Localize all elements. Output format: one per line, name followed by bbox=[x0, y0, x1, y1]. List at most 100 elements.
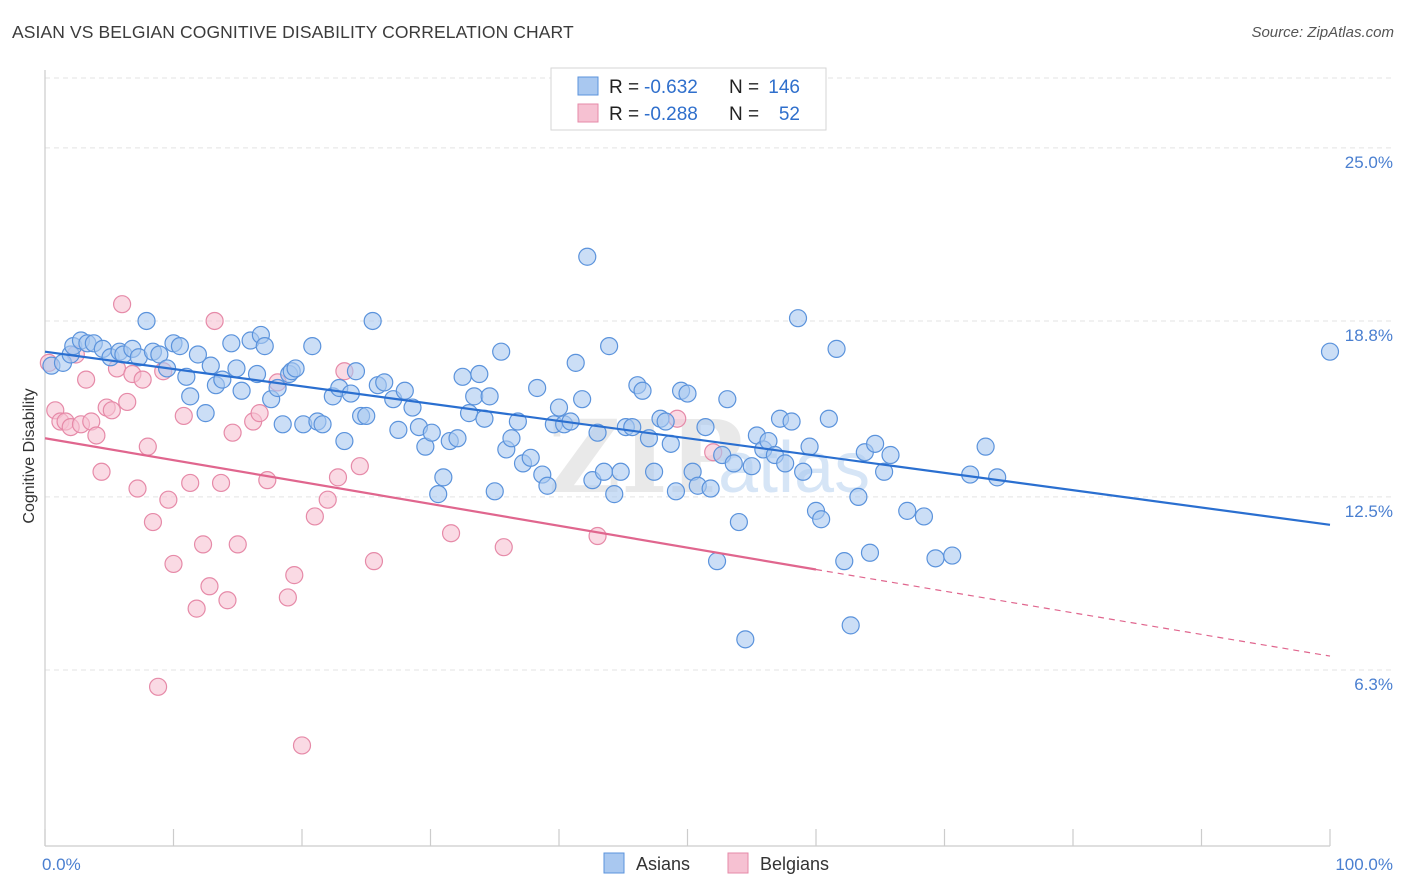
asian-point bbox=[898, 501, 917, 520]
asian-point bbox=[137, 311, 156, 331]
source-credit: Source: ZipAtlas.com bbox=[1251, 24, 1394, 41]
asian-point bbox=[470, 364, 489, 384]
asian-point bbox=[729, 512, 749, 532]
asian-point bbox=[201, 356, 220, 375]
belgian-point bbox=[148, 677, 168, 696]
belgian-point bbox=[143, 512, 163, 532]
asian-point bbox=[170, 337, 190, 356]
asian-point bbox=[666, 482, 686, 501]
asian-point bbox=[782, 412, 801, 431]
asian-point bbox=[600, 337, 619, 356]
asian-point bbox=[812, 510, 831, 529]
bottom-legend-label-asians: Asians bbox=[636, 854, 690, 874]
asian-point bbox=[375, 373, 394, 392]
asian-point bbox=[841, 616, 860, 635]
asian-point bbox=[943, 546, 962, 565]
asian-point bbox=[875, 462, 894, 481]
belgian-point bbox=[159, 490, 178, 509]
asian-point bbox=[177, 367, 196, 386]
bottom-legend-swatch-asians bbox=[603, 852, 625, 874]
chart-title: ASIAN VS BELGIAN COGNITIVE DISABILITY CO… bbox=[12, 22, 574, 42]
belgian-point bbox=[128, 479, 147, 498]
axes bbox=[44, 70, 1331, 847]
asian-point bbox=[860, 543, 880, 562]
asian-point bbox=[976, 437, 995, 456]
belgian-point bbox=[211, 473, 231, 493]
belgian-point bbox=[441, 524, 461, 543]
bottom-legend-swatch-belgians bbox=[727, 852, 749, 874]
asian-point bbox=[357, 406, 376, 426]
legend-box: R = -0.632 N = 146 R = -0.288 N = 52 bbox=[550, 67, 827, 131]
belgian-point bbox=[205, 311, 224, 331]
asian-point bbox=[644, 462, 664, 481]
asian-point bbox=[346, 362, 366, 381]
legend-r-value-asians: -0.632 bbox=[644, 77, 698, 98]
belgian-point bbox=[87, 426, 106, 445]
trend-lines bbox=[44, 350, 1331, 657]
belgian-point bbox=[292, 736, 312, 755]
asian-point bbox=[776, 454, 795, 473]
asian-point bbox=[926, 549, 945, 568]
belgian-point bbox=[102, 401, 121, 420]
belgian-point bbox=[138, 437, 157, 456]
asian-point bbox=[188, 345, 208, 364]
belgian-point bbox=[250, 404, 269, 423]
legend-r-value-belgians: -0.288 bbox=[644, 104, 698, 125]
asian-point bbox=[914, 507, 934, 526]
asian-point bbox=[656, 412, 675, 431]
asian-point bbox=[736, 630, 755, 649]
asian-point bbox=[578, 247, 597, 266]
y-tick-label: 12.5% bbox=[1345, 502, 1393, 521]
belgian-point bbox=[350, 457, 369, 476]
asian-point bbox=[389, 420, 408, 439]
asian-point bbox=[247, 364, 267, 384]
x-tick-label-max: 100.0% bbox=[1335, 855, 1393, 874]
legend-r-label-asians: R = bbox=[609, 77, 639, 98]
gridlines bbox=[45, 77, 1392, 671]
belgian-point bbox=[181, 473, 200, 493]
x-tick-label-min: 0.0% bbox=[42, 855, 81, 874]
asian-point bbox=[718, 390, 737, 409]
asian-point bbox=[819, 409, 838, 428]
legend-n-label-belgians: N = bbox=[729, 104, 759, 125]
asian-point bbox=[150, 345, 169, 364]
belgian-point bbox=[364, 552, 384, 571]
belgian-point bbox=[218, 591, 237, 610]
asian-point bbox=[835, 552, 854, 571]
asian-point bbox=[696, 417, 715, 437]
belgian-point bbox=[588, 526, 607, 546]
asian-point bbox=[742, 457, 761, 476]
asian-point bbox=[1320, 342, 1340, 361]
asian-point bbox=[623, 417, 642, 437]
belgian-point bbox=[278, 588, 297, 607]
x-ticks bbox=[44, 829, 1331, 846]
asian-point bbox=[528, 378, 547, 398]
asian-point bbox=[988, 468, 1007, 487]
asian-point bbox=[678, 384, 697, 403]
legend-r-label-belgians: R = bbox=[609, 104, 639, 125]
asian-point bbox=[181, 387, 200, 406]
asian-point bbox=[213, 370, 232, 389]
asian-point bbox=[502, 429, 521, 448]
asian-point bbox=[232, 381, 251, 400]
belgian-point bbox=[228, 535, 247, 554]
asian-point bbox=[724, 454, 743, 473]
asian-point bbox=[313, 415, 332, 434]
asian-point bbox=[800, 437, 819, 456]
asian-point bbox=[707, 552, 727, 571]
asian-point bbox=[794, 462, 813, 481]
asian-point bbox=[395, 381, 414, 400]
legend-n-value-asians: 146 bbox=[768, 77, 800, 98]
asian-point bbox=[196, 404, 215, 423]
belgian-point bbox=[77, 370, 96, 389]
asian-point bbox=[549, 398, 569, 417]
belgian-point bbox=[193, 535, 213, 554]
y-tick-label: 6.3% bbox=[1354, 675, 1393, 694]
belgian-point bbox=[133, 370, 152, 389]
asian-point bbox=[538, 476, 557, 495]
legend-swatch-asians bbox=[577, 76, 599, 96]
asian-point bbox=[485, 482, 504, 501]
belgian-point bbox=[174, 406, 193, 426]
belgian-point bbox=[112, 295, 132, 314]
